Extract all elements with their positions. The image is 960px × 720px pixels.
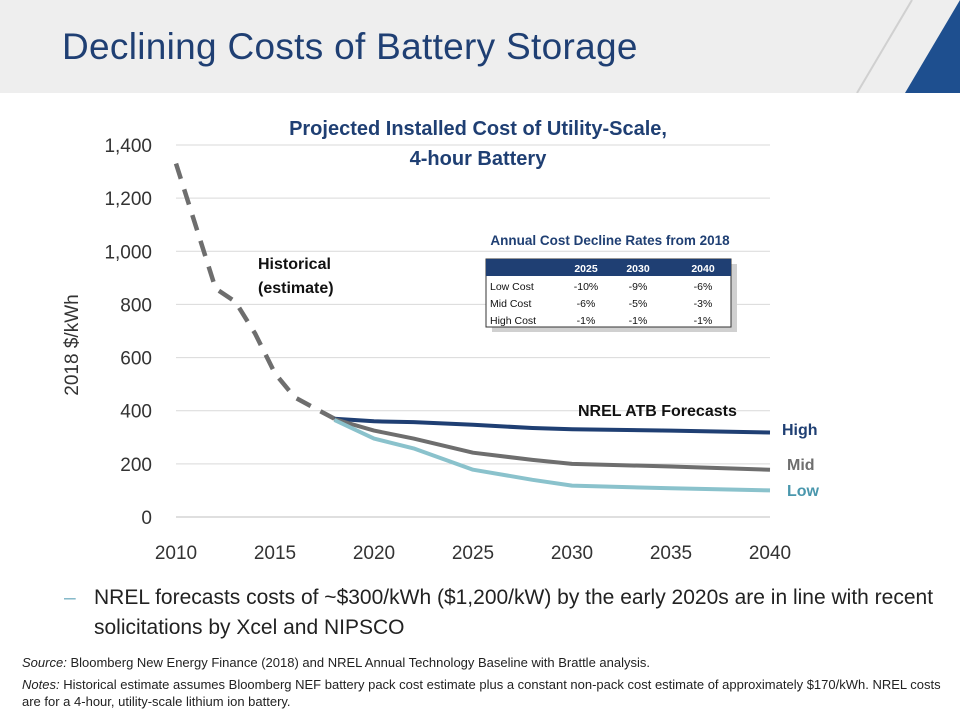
- notes-label: Notes:: [22, 677, 60, 692]
- series-label-low: Low: [787, 483, 820, 500]
- series-line-high: [334, 416, 771, 435]
- table-cell: Mid Cost: [490, 298, 532, 310]
- historical-label-line-2: (estimate): [258, 280, 334, 297]
- y-tick-label: 1,000: [104, 242, 152, 263]
- x-tick-label: 2035: [650, 543, 692, 564]
- table-cell: -6%: [694, 281, 713, 293]
- y-tick-labels: 0 200 400 600 800 1,000 1,200 1,400: [104, 136, 152, 529]
- x-tick-labels: 2010 2015 2020 2025 2030 2035 2040: [155, 543, 791, 564]
- table-header-cell: 2030: [626, 263, 650, 275]
- table-header-cell: 2040: [691, 263, 715, 275]
- x-tick-label: 2015: [254, 543, 296, 564]
- table-cell: -1%: [577, 315, 596, 327]
- slide-title: Declining Costs of Battery Storage: [62, 26, 638, 67]
- historical-label-line-1: Historical: [258, 256, 331, 273]
- forecast-label: NREL ATB Forecasts: [578, 403, 737, 420]
- x-tick-label: 2025: [452, 543, 494, 564]
- series-line-mid: [333, 417, 771, 472]
- corner-decoration: [856, 0, 960, 93]
- y-tick-label: 600: [120, 349, 152, 370]
- y-tick-label: 200: [120, 455, 152, 476]
- bullet-point: – NREL forecasts costs of ~$300/kWh ($1,…: [64, 583, 944, 643]
- table-cell: -1%: [629, 315, 648, 327]
- chart-title-line-2: 4-hour Battery: [410, 148, 548, 170]
- table-cell: -1%: [694, 315, 713, 327]
- source-text: Bloomberg New Energy Finance (2018) and …: [70, 655, 650, 670]
- table-header-bg: [486, 259, 731, 276]
- series-lines: [173, 162, 771, 493]
- y-axis-label: 2018 $/kWh: [62, 294, 83, 395]
- chart-title-line-1: Projected Installed Cost of Utility-Scal…: [289, 118, 667, 140]
- table-title: Annual Cost Decline Rates from 2018: [490, 233, 730, 248]
- notes-note: Notes: Historical estimate assumes Bloom…: [22, 676, 942, 710]
- series-label-high: High: [782, 422, 818, 439]
- source-label: Source:: [22, 655, 67, 670]
- series-line-low: [333, 418, 771, 493]
- gridlines: [176, 144, 770, 518]
- table-header-cell: 2025: [574, 263, 598, 275]
- decline-rate-table: Annual Cost Decline Rates from 2018 2025…: [485, 233, 737, 332]
- notes-text: Historical estimate assumes Bloomberg NE…: [22, 677, 941, 709]
- table-cell: Low Cost: [490, 281, 534, 293]
- table-cell: -10%: [574, 281, 599, 293]
- source-note: Source: Bloomberg New Energy Finance (20…: [22, 654, 942, 671]
- y-tick-label: 1,400: [104, 136, 152, 157]
- table-cell: -9%: [629, 281, 648, 293]
- bullet-dash: –: [64, 586, 76, 609]
- series-label-mid: Mid: [787, 457, 815, 474]
- table-cell: -3%: [694, 298, 713, 310]
- bullet-text: NREL forecasts costs of ~$300/kWh ($1,20…: [94, 586, 934, 639]
- table-cell: High Cost: [490, 315, 536, 327]
- y-tick-label: 1,200: [104, 189, 152, 210]
- table-cell: -6%: [577, 298, 596, 310]
- y-tick-label: 800: [120, 295, 152, 316]
- y-tick-label: 400: [120, 402, 152, 423]
- x-tick-label: 2030: [551, 543, 593, 564]
- series-line-historical-estimate: [173, 162, 336, 421]
- x-tick-label: 2040: [749, 543, 791, 564]
- corner-triangle: [905, 0, 960, 93]
- x-tick-label: 2010: [155, 543, 197, 564]
- battery-cost-chart: 0 200 400 600 800 1,000 1,200 1,400 2010 2015 202…: [62, 118, 820, 564]
- slide-header: [0, 0, 960, 93]
- table-cell: -5%: [629, 298, 648, 310]
- table-cells: 2025 2030 2040 Low Cost -10% -9% -6% Mid Cost -6…: [490, 263, 715, 327]
- y-tick-label: 0: [141, 508, 152, 529]
- corner-line: [856, 0, 913, 93]
- x-tick-label: 2020: [353, 543, 395, 564]
